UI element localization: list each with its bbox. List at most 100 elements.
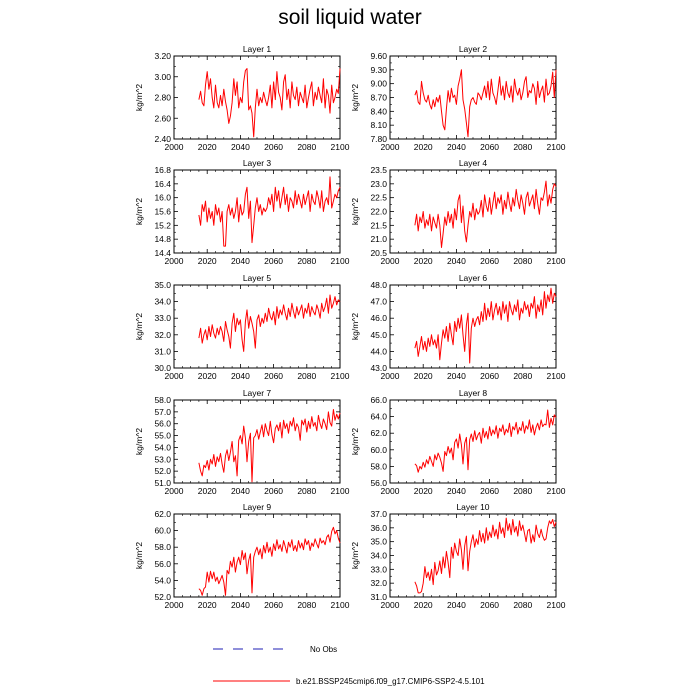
layer-4-xtick-label: 2080	[513, 256, 532, 266]
layer-10-chart: Layer 10 kg/m^2 2000 2020 2040 2060 2080 2100 31…	[350, 502, 566, 610]
layer-7-ytick-label: 51.0	[154, 478, 171, 488]
layer-4-ytick-label: 23.0	[370, 179, 387, 189]
layer-8-series-line	[414, 409, 557, 473]
layer-2-series-line	[414, 69, 557, 138]
layer-2-chart: Layer 2 kg/m^2 2000 2020 2040 2060 2080 2100 7.8…	[350, 44, 566, 152]
layer-3-xtick-label: 2020	[198, 256, 217, 266]
layer-1-series-line	[198, 68, 341, 138]
layer-1-xtick-label: 2040	[231, 142, 250, 152]
legend-obs-label: No Obs	[310, 645, 337, 654]
layer-10-xtick-label: 2040	[447, 600, 466, 610]
layer-1-xtick-label: 2020	[198, 142, 217, 152]
layer-2-ytick-label: 9.00	[370, 79, 387, 89]
layer-6-xtick-label: 2080	[513, 371, 532, 381]
layer-8-xtick-label: 2100	[547, 486, 566, 496]
layer-7-ytick-label: 58.0	[154, 395, 171, 405]
layer-2-ytick-label: 7.80	[370, 134, 387, 144]
layer-6-xtick-label: 2020	[414, 371, 433, 381]
layer-9-series-line	[198, 526, 341, 596]
layer-9-ytick-label: 52.0	[154, 592, 171, 602]
layer-9-ytick-label: 54.0	[154, 575, 171, 585]
layer-4-ytick-label: 23.5	[370, 165, 387, 175]
layer-10-xtick-label: 2020	[414, 600, 433, 610]
legend-model-label: b.e21.BSSP245cmip6.f09_g17.CMIP6-SSP2-4.…	[296, 677, 485, 686]
layer-3-chart: Layer 3 kg/m^2 2000 2020 2040 2060 2080 2100 14.…	[134, 158, 350, 266]
layer-6-ytick-label: 46.0	[370, 313, 387, 323]
layer-4-xtick-label: 2060	[480, 256, 499, 266]
layer-1-ytick-label: 2.40	[154, 134, 171, 144]
layer-7-xtick-label: 2100	[331, 486, 350, 496]
layer-5-ytick-label: 33.0	[154, 313, 171, 323]
layer-10-ytick-label: 36.0	[370, 523, 387, 533]
layer-8-ytick-label: 64.0	[370, 412, 387, 422]
layer-7-series-line	[198, 409, 341, 483]
page-title: soil liquid water	[278, 6, 422, 29]
layer-1-chart: Layer 1 kg/m^2 2000 2020 2040 2060 2080 2100 2.4…	[134, 44, 350, 152]
layer-4-ytick-label: 22.5	[370, 193, 387, 203]
layer-1-xtick-label: 2000	[165, 142, 184, 152]
layer-7-xtick-label: 2080	[297, 486, 316, 496]
layer-7-ytick-label: 53.0	[154, 454, 171, 464]
layer-5-xtick-label: 2080	[297, 371, 316, 381]
layer-5-ytick-label: 30.0	[154, 363, 171, 373]
layer-2-ytick-label: 8.10	[370, 120, 387, 130]
layer-8-ytick-label: 66.0	[370, 395, 387, 405]
layer-8-xtick-label: 2020	[414, 486, 433, 496]
layer-7-ytick-label: 55.0	[154, 431, 171, 441]
layer-7-ylabel: kg/m^2	[134, 428, 144, 455]
layer-9-ylabel: kg/m^2	[134, 542, 144, 569]
layer-4-xtick-label: 2040	[447, 256, 466, 266]
layer-10-ytick-label: 34.0	[370, 551, 387, 561]
layer-2-ylabel: kg/m^2	[350, 84, 360, 111]
layer-3-xtick-label: 2080	[297, 256, 316, 266]
layer-7-xtick-label: 2040	[231, 486, 250, 496]
layer-7-xtick-label: 2020	[198, 486, 217, 496]
layer-5-xtick-label: 2060	[264, 371, 283, 381]
layer-4-ytick-label: 21.5	[370, 220, 387, 230]
layer-6-xtick-label: 2000	[381, 371, 400, 381]
layer-4-ylabel: kg/m^2	[350, 198, 360, 225]
layer-6-xtick-label: 2100	[547, 371, 566, 381]
layer-8-xtick-label: 2060	[480, 486, 499, 496]
layer-4-series-line	[414, 180, 557, 248]
layer-6-ytick-label: 44.0	[370, 346, 387, 356]
layer-2-xtick-label: 2100	[547, 142, 566, 152]
layer-6-ytick-label: 47.0	[370, 297, 387, 307]
layer-1-xtick-label: 2080	[297, 142, 316, 152]
layer-8-xtick-label: 2040	[447, 486, 466, 496]
layer-4-ytick-label: 20.5	[370, 248, 387, 258]
layer-6-ytick-label: 43.0	[370, 363, 387, 373]
layer-1-ytick-label: 2.80	[154, 93, 171, 103]
layer-3-ylabel: kg/m^2	[134, 198, 144, 225]
layer-2-xtick-label: 2060	[480, 142, 499, 152]
layer-2-ytick-label: 9.60	[370, 51, 387, 61]
layer-9-title: Layer 9	[243, 502, 272, 512]
layer-3-xtick-label: 2060	[264, 256, 283, 266]
layer-3-ytick-label: 14.8	[154, 234, 171, 244]
layer-4-ytick-label: 21.0	[370, 234, 387, 244]
layer-6-ytick-label: 45.0	[370, 330, 387, 340]
layer-3-ytick-label: 16.8	[154, 165, 171, 175]
layer-10-ytick-label: 35.0	[370, 537, 387, 547]
layer-5-xtick-label: 2020	[198, 371, 217, 381]
layer-3-ytick-label: 15.2	[154, 220, 171, 230]
layer-5-ytick-label: 34.0	[154, 297, 171, 307]
layer-8-title: Layer 8	[459, 388, 488, 398]
layer-6-chart: Layer 6 kg/m^2 2000 2020 2040 2060 2080 2100 43.…	[350, 273, 566, 381]
layer-8-ytick-label: 60.0	[370, 445, 387, 455]
layer-10-ytick-label: 33.0	[370, 564, 387, 574]
layer-10-xtick-label: 2060	[480, 600, 499, 610]
layer-2-xtick-label: 2040	[447, 142, 466, 152]
layer-3-xtick-label: 2100	[331, 256, 350, 266]
layer-10-xtick-label: 2100	[547, 600, 566, 610]
layer-6-ytick-label: 48.0	[370, 280, 387, 290]
layer-5-ytick-label: 32.0	[154, 330, 171, 340]
layer-4-ytick-label: 22.0	[370, 207, 387, 217]
layer-1-ytick-label: 3.00	[154, 72, 171, 82]
layer-10-ytick-label: 31.0	[370, 592, 387, 602]
layer-5-ytick-label: 35.0	[154, 280, 171, 290]
layer-4-xtick-label: 2000	[381, 256, 400, 266]
layer-9-xtick-label: 2100	[331, 600, 350, 610]
